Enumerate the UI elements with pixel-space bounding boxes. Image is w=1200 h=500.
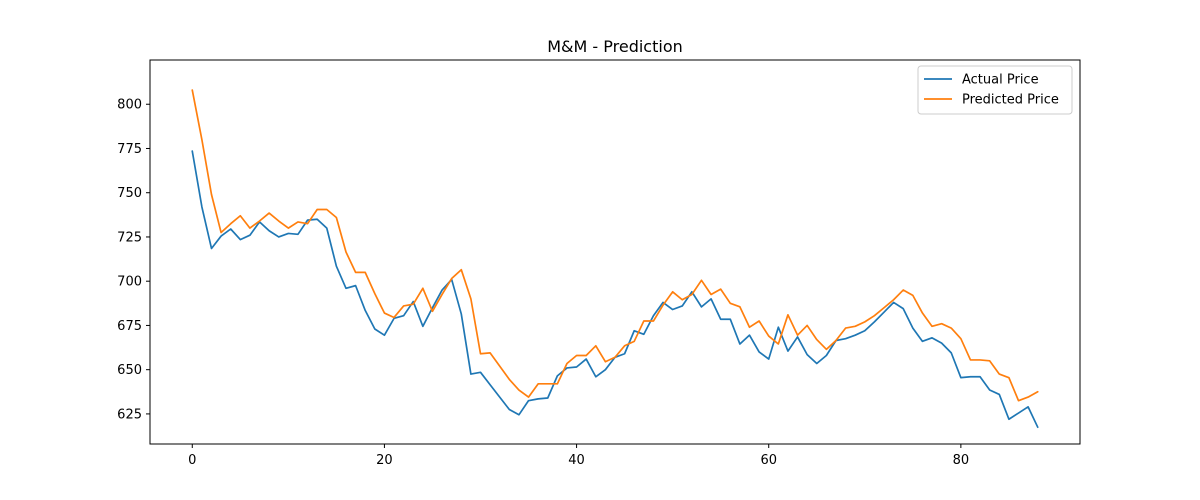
- series-line-predicted-price: [191, 89, 1039, 402]
- x-tick-label: 0: [188, 453, 196, 468]
- legend-label: Actual Price: [962, 73, 1039, 88]
- legend-label: Predicted Price: [962, 93, 1059, 108]
- chart-title: M&M - Prediction: [547, 37, 683, 56]
- y-tick-label: 700: [117, 275, 142, 290]
- y-tick-label: 625: [117, 407, 142, 422]
- legend: Actual Price Predicted Price: [917, 65, 1073, 115]
- x-tick-label: 20: [376, 453, 393, 468]
- y-tick-label: 650: [117, 363, 142, 378]
- axes-frame: [149, 59, 1081, 445]
- x-tick-label: 80: [953, 453, 970, 468]
- y-tick-label: 775: [117, 142, 142, 157]
- x-tick-label: 40: [568, 453, 585, 468]
- y-tick-label: 750: [117, 186, 142, 201]
- plot-area: 0 20 40 60 80 625 650 675 700 725 750 775 800 Actual …: [117, 59, 1081, 468]
- x-tick-label: 60: [760, 453, 777, 468]
- legend-box: [917, 65, 1073, 115]
- y-tick-label: 675: [117, 319, 142, 334]
- y-tick-label: 725: [117, 230, 142, 245]
- y-tick-label: 800: [117, 98, 142, 113]
